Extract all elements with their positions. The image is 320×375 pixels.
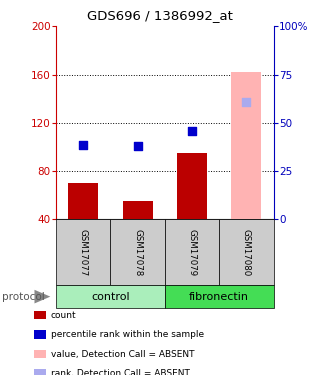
Text: GDS696 / 1386992_at: GDS696 / 1386992_at [87, 9, 233, 22]
Text: fibronectin: fibronectin [189, 292, 249, 302]
Text: control: control [91, 292, 130, 302]
Bar [68, 183, 98, 219]
Bar [123, 201, 153, 219]
Text: count: count [51, 310, 76, 320]
Text: value, Detection Call = ABSENT: value, Detection Call = ABSENT [51, 350, 194, 358]
Text: protocol: protocol [2, 292, 44, 302]
Text: GSM17080: GSM17080 [242, 228, 251, 276]
Point [189, 128, 195, 134]
Text: rank, Detection Call = ABSENT: rank, Detection Call = ABSENT [51, 369, 189, 375]
Text: GSM17079: GSM17079 [188, 229, 196, 276]
Text: GSM17077: GSM17077 [79, 228, 88, 276]
Text: GSM17078: GSM17078 [133, 228, 142, 276]
Point [81, 141, 86, 147]
Text: percentile rank within the sample: percentile rank within the sample [51, 330, 204, 339]
Point [135, 143, 140, 149]
Bar [177, 153, 207, 219]
Polygon shape [35, 290, 50, 303]
Point [244, 99, 249, 105]
Bar [231, 72, 261, 219]
